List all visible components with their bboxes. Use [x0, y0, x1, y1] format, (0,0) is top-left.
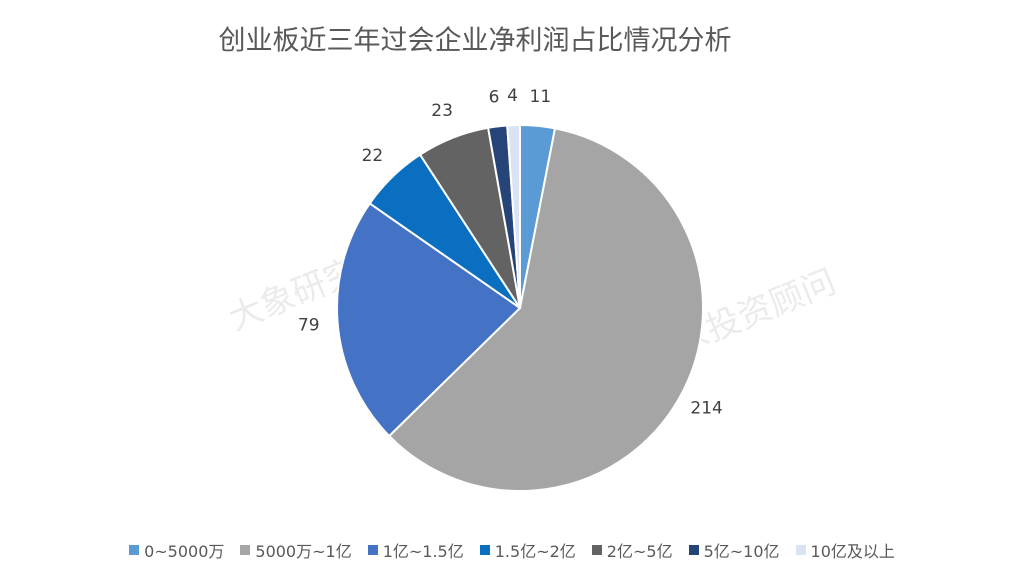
legend-item: 1.5亿~2亿	[479, 538, 576, 562]
legend-item: 2亿~5亿	[591, 538, 673, 562]
pie-slice	[506, 123, 521, 309]
data-label: 23	[431, 101, 453, 121]
pie-slice	[387, 127, 704, 492]
legend-label: 5000万~1亿	[255, 542, 352, 561]
legend-swatch	[795, 545, 806, 555]
legend-item: 0~5000万	[129, 538, 224, 562]
legend-item: 5000万~1亿	[240, 538, 352, 562]
data-label: 11	[530, 87, 552, 107]
legend-label: 1亿~1.5亿	[382, 542, 464, 561]
legend-label: 5亿~10亿	[703, 542, 780, 561]
legend-swatch	[591, 545, 602, 555]
legend-item: 10亿及以上	[795, 538, 895, 562]
legend-swatch	[479, 545, 490, 555]
legend: 0~5000万 5000万~1亿 1亿~1.5亿 1.5亿~2亿 2亿~5亿 5亿~10亿…	[0, 538, 1024, 562]
legend-item: 5亿~10亿	[688, 538, 780, 562]
legend-swatch	[367, 545, 378, 555]
legend-swatch	[688, 545, 699, 555]
legend-label: 10亿及以上	[810, 542, 895, 561]
legend-label: 0~5000万	[144, 542, 225, 561]
data-label: 214	[690, 399, 722, 419]
data-label: 79	[298, 316, 320, 336]
legend-swatch	[129, 545, 140, 555]
legend-label: 2亿~5亿	[606, 542, 673, 561]
data-label: 4	[507, 86, 518, 106]
data-label: 6	[489, 88, 500, 108]
chart-title: 创业板近三年过会企业净利润占比情况分析	[219, 26, 732, 57]
legend-label: 1.5亿~2亿	[494, 542, 576, 561]
legend-item: 1亿~1.5亿	[367, 538, 464, 562]
pie-slice	[336, 202, 522, 438]
data-label: 22	[362, 146, 384, 166]
legend-swatch	[240, 545, 251, 555]
